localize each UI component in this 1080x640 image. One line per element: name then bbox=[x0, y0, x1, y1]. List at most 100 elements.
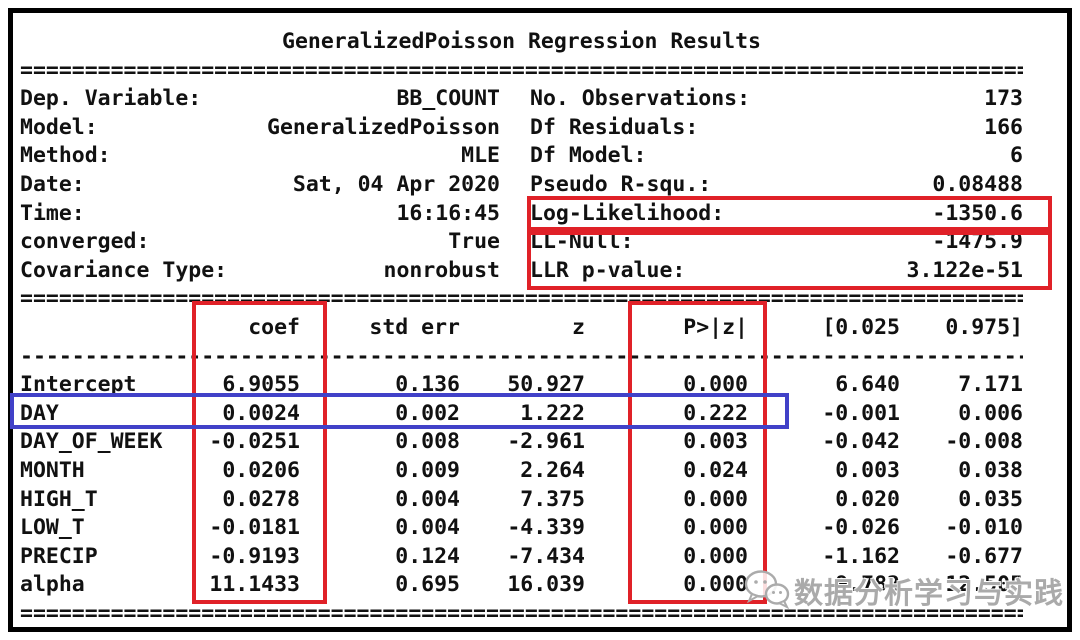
coef-cell-ci_low: -0.001 bbox=[822, 400, 900, 426]
coef-cell-ci_high: -0.677 bbox=[945, 543, 1023, 569]
coef-cell-ci_high: 0.035 bbox=[958, 486, 1023, 512]
info-row: converged: True LL-Null: -1475.9 bbox=[20, 228, 1023, 257]
separator-double: ========================================… bbox=[20, 286, 1023, 312]
coef-header-cell: coef bbox=[248, 314, 300, 340]
coef-cell-z: 16.039 bbox=[507, 572, 585, 598]
coef-cell-coef: 6.9055 bbox=[222, 372, 300, 398]
coef-cell-p: 0.024 bbox=[683, 457, 748, 483]
row-label: DAY_OF_WEEK bbox=[20, 429, 163, 455]
coef-cell-p: 0.000 bbox=[683, 572, 748, 598]
coef-cell-ci_low: 9.782 bbox=[835, 572, 900, 598]
info-label: Pseudo R-squ.: bbox=[530, 171, 712, 197]
row-label: LOW_T bbox=[20, 515, 85, 541]
info-value: MLE bbox=[461, 143, 500, 169]
coef-cell-ci_high: -0.010 bbox=[945, 515, 1023, 541]
separator-double: ========================================… bbox=[20, 600, 1023, 626]
coef-cell-ci_low: -1.162 bbox=[822, 543, 900, 569]
info-row: Method: MLE Df Model: 6 bbox=[20, 142, 1023, 171]
info-label: No. Observations: bbox=[530, 86, 751, 112]
watermark: 数据分析学习与实践 bbox=[744, 568, 1064, 614]
info-row: Covariance Type: nonrobust LLR p-value: 3.1… bbox=[20, 257, 1023, 286]
coef-header-cell: z bbox=[572, 314, 585, 340]
info-gap bbox=[500, 228, 530, 257]
regression-report: GeneralizedPoisson Regression Results ==… bbox=[20, 28, 1023, 628]
watermark-text: 数据分析学习与实践 bbox=[794, 576, 1065, 610]
info-section: Dep. Variable: BB_COUNT No. Observations: 1… bbox=[20, 85, 1023, 285]
report-title: GeneralizedPoisson Regression Results bbox=[282, 29, 761, 54]
info-label: LL-Null: bbox=[530, 229, 634, 255]
coef-header-cell: [0.025 bbox=[822, 314, 900, 340]
row-label: HIGH_T bbox=[20, 486, 98, 512]
info-row: Date: Sat, 04 Apr 2020 Pseudo R-squ.: 0.084… bbox=[20, 171, 1023, 200]
info-value: 0.08488 bbox=[932, 171, 1023, 197]
coef-row-DAY: DAY 0.0024 0.002 1.222 0.222 -0.001 0.006 bbox=[20, 400, 1023, 429]
coef-table-body: Intercept 6.9055 0.136 50.927 0.000 6.640 7.17… bbox=[20, 371, 1023, 600]
separator-double: ========================================… bbox=[20, 57, 1023, 83]
coef-cell-p: 0.000 bbox=[683, 486, 748, 512]
coef-cell-coef: -0.0181 bbox=[209, 515, 300, 541]
coef-cell-std_err: 0.136 bbox=[395, 372, 460, 398]
coef-row-Intercept: Intercept 6.9055 0.136 50.927 0.000 6.640 7.17… bbox=[20, 371, 1023, 400]
info-row: Time: 16:16:45 Log-Likelihood: -1350.6 bbox=[20, 200, 1023, 229]
coef-cell-std_err: 0.004 bbox=[395, 486, 460, 512]
coef-cell-std_err: 0.002 bbox=[395, 400, 460, 426]
coef-cell-ci_low: -0.042 bbox=[822, 429, 900, 455]
coef-row-PRECIP: PRECIP -0.9193 0.124 -7.434 0.000 -1.162 -0.67… bbox=[20, 543, 1023, 572]
coef-cell-ci_low: 0.003 bbox=[835, 457, 900, 483]
coef-row-LOW_T: LOW_T -0.0181 0.004 -4.339 0.000 -0.026 -0.010 bbox=[20, 514, 1023, 543]
info-gap bbox=[500, 114, 530, 143]
info-value: -1475.9 bbox=[932, 229, 1023, 255]
outer-border bbox=[8, 8, 1072, 632]
coef-cell-std_err: 0.009 bbox=[395, 457, 460, 483]
info-value: BB_COUNT bbox=[396, 86, 500, 112]
coef-cell-p: 0.000 bbox=[683, 372, 748, 398]
coef-cell-p: 0.222 bbox=[683, 400, 748, 426]
coef-cell-coef: -0.0251 bbox=[209, 429, 300, 455]
coef-header-cell: P>|z| bbox=[683, 314, 748, 340]
coef-cell-z: 50.927 bbox=[507, 372, 585, 398]
coef-row-DAY_OF_WEEK: DAY_OF_WEEK -0.0251 0.008 -2.961 0.003 -0.042… bbox=[20, 428, 1023, 457]
coef-cell-z: -7.434 bbox=[507, 543, 585, 569]
info-value: 3.122e-51 bbox=[906, 257, 1024, 283]
coef-cell-coef: -0.9193 bbox=[209, 543, 300, 569]
info-value: 166 bbox=[984, 114, 1023, 140]
info-label: Time: bbox=[20, 200, 85, 226]
info-label: LLR p-value: bbox=[530, 257, 686, 283]
coef-cell-ci_high: 12.505 bbox=[945, 572, 1023, 598]
info-gap bbox=[500, 200, 530, 229]
info-gap bbox=[500, 171, 530, 200]
coef-cell-coef: 0.0206 bbox=[222, 457, 300, 483]
coef-cell-std_err: 0.695 bbox=[395, 572, 460, 598]
coef-cell-coef: 11.1433 bbox=[209, 572, 300, 598]
coef-cell-z: 7.375 bbox=[520, 486, 585, 512]
coef-cell-ci_high: -0.008 bbox=[945, 429, 1023, 455]
info-value: nonrobust bbox=[383, 257, 501, 283]
coef-row-MONTH: MONTH 0.0206 0.009 2.264 0.024 0.003 0.038 bbox=[20, 457, 1023, 486]
info-label: Date: bbox=[20, 171, 85, 197]
info-row: Dep. Variable: BB_COUNT No. Observations: 1… bbox=[20, 85, 1023, 114]
info-value: 173 bbox=[984, 86, 1023, 112]
info-label: Model: bbox=[20, 114, 98, 140]
info-label: Covariance Type: bbox=[20, 257, 228, 283]
info-label: Df Residuals: bbox=[530, 114, 699, 140]
coef-cell-p: 0.000 bbox=[683, 543, 748, 569]
coef-cell-ci_high: 7.171 bbox=[958, 372, 1023, 398]
coef-cell-ci_high: 0.038 bbox=[958, 457, 1023, 483]
coef-cell-coef: 0.0024 bbox=[222, 400, 300, 426]
info-label: Df Model: bbox=[530, 143, 647, 169]
info-row: Model: GeneralizedPoisson Df Residuals: 166 bbox=[20, 114, 1023, 143]
info-value: Sat, 04 Apr 2020 bbox=[292, 171, 500, 197]
coef-cell-ci_high: 0.006 bbox=[958, 400, 1023, 426]
info-value: 6 bbox=[1010, 143, 1023, 169]
row-label: MONTH bbox=[20, 457, 85, 483]
info-label: converged: bbox=[20, 229, 150, 255]
coef-row-HIGH_T: HIGH_T 0.0278 0.004 7.375 0.000 0.020 0.035 bbox=[20, 486, 1023, 515]
info-gap bbox=[500, 142, 530, 171]
coef-cell-p: 0.000 bbox=[683, 515, 748, 541]
info-gap bbox=[500, 85, 530, 114]
separator-dashed: ----------------------------------------… bbox=[20, 343, 1023, 369]
row-label: Intercept bbox=[20, 372, 137, 398]
coef-row-alpha: alpha 11.1433 0.695 16.039 0.000 9.782 12.505 bbox=[20, 571, 1023, 600]
coef-cell-ci_low: -0.026 bbox=[822, 515, 900, 541]
